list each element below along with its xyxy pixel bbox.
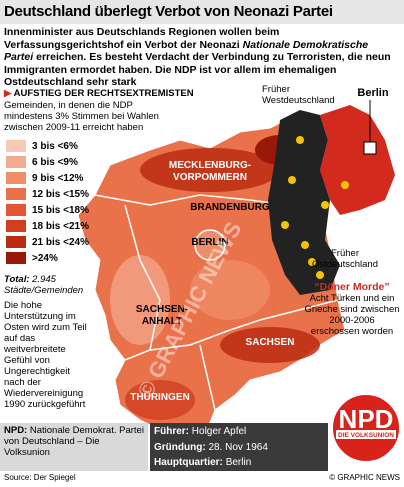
intro: Innenminister aus Deutschlands Regionen … [4,26,400,89]
fact-value: 28. Nov 1964 [208,441,268,453]
section-heading-text: AUFSTIEG DER RECHTSEXTREMISTEN [13,88,194,99]
legend-swatch [6,236,26,248]
party-fact: NPD: Nationale Demokrat. Partei von Deut… [4,425,146,458]
legend-label: 15 bis <18% [32,204,89,216]
legend-swatch [6,172,26,184]
intro-text: Innenminister aus Deutschlands Regionen … [4,26,280,51]
doner: “Döner Morde” Acht Türken und ein Grieche… [304,281,400,338]
fact-label: Hauptquartier: [154,457,223,468]
legend-swatch [6,252,26,264]
legend-item: 9 bis <12% [6,170,89,186]
region-label: BERLIN [191,237,228,248]
party-label: NPD: [4,425,28,436]
fact-value: Berlin [225,457,252,468]
legend-swatch [6,188,26,200]
facts-dark-panel [150,423,328,471]
legend-item: 6 bis <9% [6,154,89,170]
facts-panel [0,423,148,471]
region-label: ANHALT [142,316,182,327]
section-heading: ▶ AUFSTIEG DER RECHTSEXTREMISTEN [4,88,194,99]
fact-row: Gründung: 28. Nov 1964 [154,440,268,456]
legend-label: 18 bis <21% [32,220,89,232]
legend-item: 21 bis <24% [6,234,89,250]
legend-label: 6 bis <9% [32,156,78,168]
fact-label: Führer: [154,426,189,437]
note: Die hohe Unterstützung im Osten wird zum… [4,300,87,410]
doner-text: Acht Türken und ein Grieche sind zwische… [304,293,400,337]
legend-swatch [6,220,26,232]
legend-label: >24% [32,252,58,264]
region-label: SACHSEN [246,337,295,348]
inset-west: Früher Westdeutschland [262,84,335,106]
legend-item: >24% [6,250,89,266]
facts-list: Führer: Holger Apfel Gründung: 28. Nov 1… [154,424,268,471]
doner-title: “Döner Morde” [314,281,390,293]
fact-label: Gründung: [154,441,206,453]
fact-row: Hauptquartier: Berlin [154,455,268,471]
legend-item: 12 bis <15% [6,186,89,202]
legend-item: 18 bis <21% [6,218,89,234]
legend-swatch [6,204,26,216]
legend: 3 bis <6% 6 bis <9% 9 bis <12% 12 bis <15% 1… [6,138,89,266]
title: Deutschland überlegt Verbot von Neonazi … [4,3,333,20]
region-label: VORPOMMERN [173,172,247,183]
region-label: BRANDENBURG [190,202,270,213]
legend-description: Gemeinden, in denen die NDP mindestens 3… [4,100,159,133]
total-value: 2.945 Städte/Gemeinden [4,274,84,296]
legend-item: 3 bis <6% [6,138,89,154]
total-label: Total: [4,274,30,285]
intro-text: erreichen. Es besteht Verdacht der Verbi… [4,51,391,88]
intro-emphasis: Nationale Demokratische Partei [4,38,369,64]
region-label: THÜRINGEN [130,390,189,403]
legend-item: 15 bis <18% [6,202,89,218]
inset-capital: Berlin [357,87,388,99]
legend-label: 12 bis <15% [32,188,89,200]
region-label: SACHSEN- [136,304,188,315]
title-bar [0,0,404,24]
logo-subtitle: DIE VOLKSUNION [338,432,394,439]
source: Source: Der Spiegel [4,473,76,482]
region-label: MECKLENBURG- [169,160,251,171]
npd-logo [331,393,401,463]
legend-label: 3 bis <6% [32,140,78,152]
party-value: Nationale Demokrat. Partei von Deutschla… [4,425,144,458]
total: Total: 2.945 Städte/Gemeinden [4,274,94,296]
inset-germany-map [268,100,395,295]
credit: © GRAPHIC NEWS [329,473,400,482]
logo-name: NPD [339,404,394,434]
inset-east: Früher Ostdeutschland [311,248,378,270]
legend-swatch [6,140,26,152]
fact-row: Führer: Holger Apfel [154,424,268,440]
fact-value: Holger Apfel [191,426,247,437]
legend-swatch [6,156,26,168]
legend-label: 9 bis <12% [32,172,84,184]
legend-label: 21 bis <24% [32,236,89,248]
